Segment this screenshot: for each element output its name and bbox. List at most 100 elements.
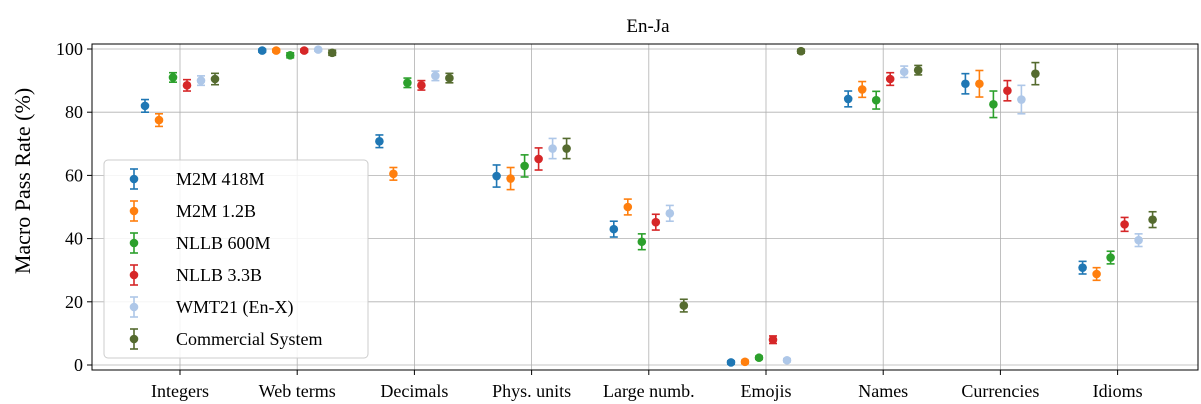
data-point [1092, 269, 1101, 279]
x-tick-label: Idioms [1093, 381, 1143, 401]
legend: M2M 418M M2M 1.2B NLLB 600M NLLB 3.3B WMT21 … [103, 159, 369, 359]
data-point [1134, 235, 1143, 245]
data-point [768, 335, 778, 345]
data-point [168, 73, 178, 82]
y-tick-label: 40 [65, 229, 83, 249]
legend-marker [129, 302, 139, 312]
data-point [885, 74, 895, 84]
data-point [327, 48, 337, 58]
data-point [445, 73, 454, 83]
data-point [562, 144, 571, 153]
legend-marker [129, 238, 139, 248]
y-tick-label: 80 [65, 102, 83, 122]
data-point [989, 100, 998, 109]
data-point [182, 81, 192, 90]
legend-label: Commercial System [176, 329, 322, 349]
data-point [1017, 95, 1026, 104]
data-point [257, 46, 267, 55]
x-tick-label: Decimals [380, 381, 448, 401]
data-point [520, 161, 529, 171]
data-point [679, 301, 689, 310]
y-axis-title: Macro Pass Rate (%) [10, 88, 35, 274]
data-point [375, 136, 384, 146]
y-tick-label: 100 [56, 39, 83, 59]
data-point [754, 353, 764, 363]
data-point [313, 45, 323, 54]
legend-entry: NLLB 3.3B [129, 264, 262, 286]
legend-entry: M2M 418M [129, 168, 265, 190]
x-tick-label: Names [858, 381, 908, 401]
data-point [961, 79, 970, 89]
data-point [285, 51, 295, 60]
data-point [431, 71, 440, 81]
data-point [843, 94, 853, 104]
data-point [196, 76, 206, 85]
data-point [871, 95, 881, 105]
axis-ticks: 0 20 40 60 80 100 Integers Web terms Decimals Phy… [56, 39, 1143, 401]
data-point [913, 65, 923, 75]
x-tick-label: Emojis [740, 381, 791, 401]
plot-frame [91, 43, 1199, 371]
data-point [140, 101, 150, 111]
data-point [651, 217, 661, 227]
y-tick-label: 20 [65, 292, 83, 312]
x-tick-label: Web terms [259, 381, 336, 401]
legend-box [103, 159, 369, 359]
chart-title: En-Ja [626, 16, 670, 37]
series-4 [196, 45, 1143, 365]
data-point [623, 202, 633, 212]
series-5 [210, 46, 1157, 313]
data-point [796, 46, 806, 56]
data-point [548, 144, 557, 153]
data-point [299, 46, 309, 55]
data-point [665, 209, 675, 218]
data-point [506, 174, 515, 183]
x-tick-label: Large numb. [603, 381, 695, 401]
x-tick-label: Phys. units [492, 381, 571, 401]
legend-entry: NLLB 600M [129, 232, 271, 254]
data-point [637, 237, 647, 247]
data-point [492, 171, 501, 181]
data-point [389, 169, 398, 179]
data-point [1003, 86, 1012, 96]
data-point [417, 81, 426, 90]
legend-entry: M2M 1.2B [129, 200, 256, 222]
x-tick-label: Currencies [961, 381, 1039, 401]
data-point [899, 67, 909, 77]
data-point [1078, 263, 1087, 272]
x-tick-label: Integers [151, 381, 209, 401]
data-point [782, 355, 792, 365]
data-point [534, 154, 543, 164]
legend-label: NLLB 3.3B [176, 265, 262, 285]
data-point [154, 115, 164, 125]
series-2 [168, 51, 1115, 363]
data-point [1106, 253, 1115, 262]
series-3 [182, 46, 1129, 345]
data-point [726, 358, 736, 367]
legend-label: M2M 1.2B [176, 201, 256, 221]
legend-entry: WMT21 (En-X) [129, 296, 293, 318]
legend-entry: Commercial System [129, 328, 322, 350]
data-point [609, 224, 619, 234]
data-point [857, 85, 867, 94]
legend-marker [129, 270, 139, 280]
series-0 [140, 46, 1087, 367]
data-point [1031, 69, 1040, 78]
data-marks [140, 45, 1157, 367]
series-1 [154, 46, 1101, 367]
data-point [975, 79, 984, 89]
y-tick-label: 60 [65, 165, 83, 185]
data-point [271, 46, 281, 55]
data-point [1148, 215, 1157, 224]
data-point [1120, 220, 1129, 229]
legend-label: WMT21 (En-X) [176, 297, 293, 318]
y-tick-label: 0 [74, 355, 83, 375]
data-point [740, 357, 750, 367]
legend-marker [129, 174, 139, 184]
data-point [403, 78, 412, 88]
legend-marker [129, 206, 139, 216]
legend-label: M2M 418M [176, 169, 265, 189]
data-point [210, 74, 220, 84]
